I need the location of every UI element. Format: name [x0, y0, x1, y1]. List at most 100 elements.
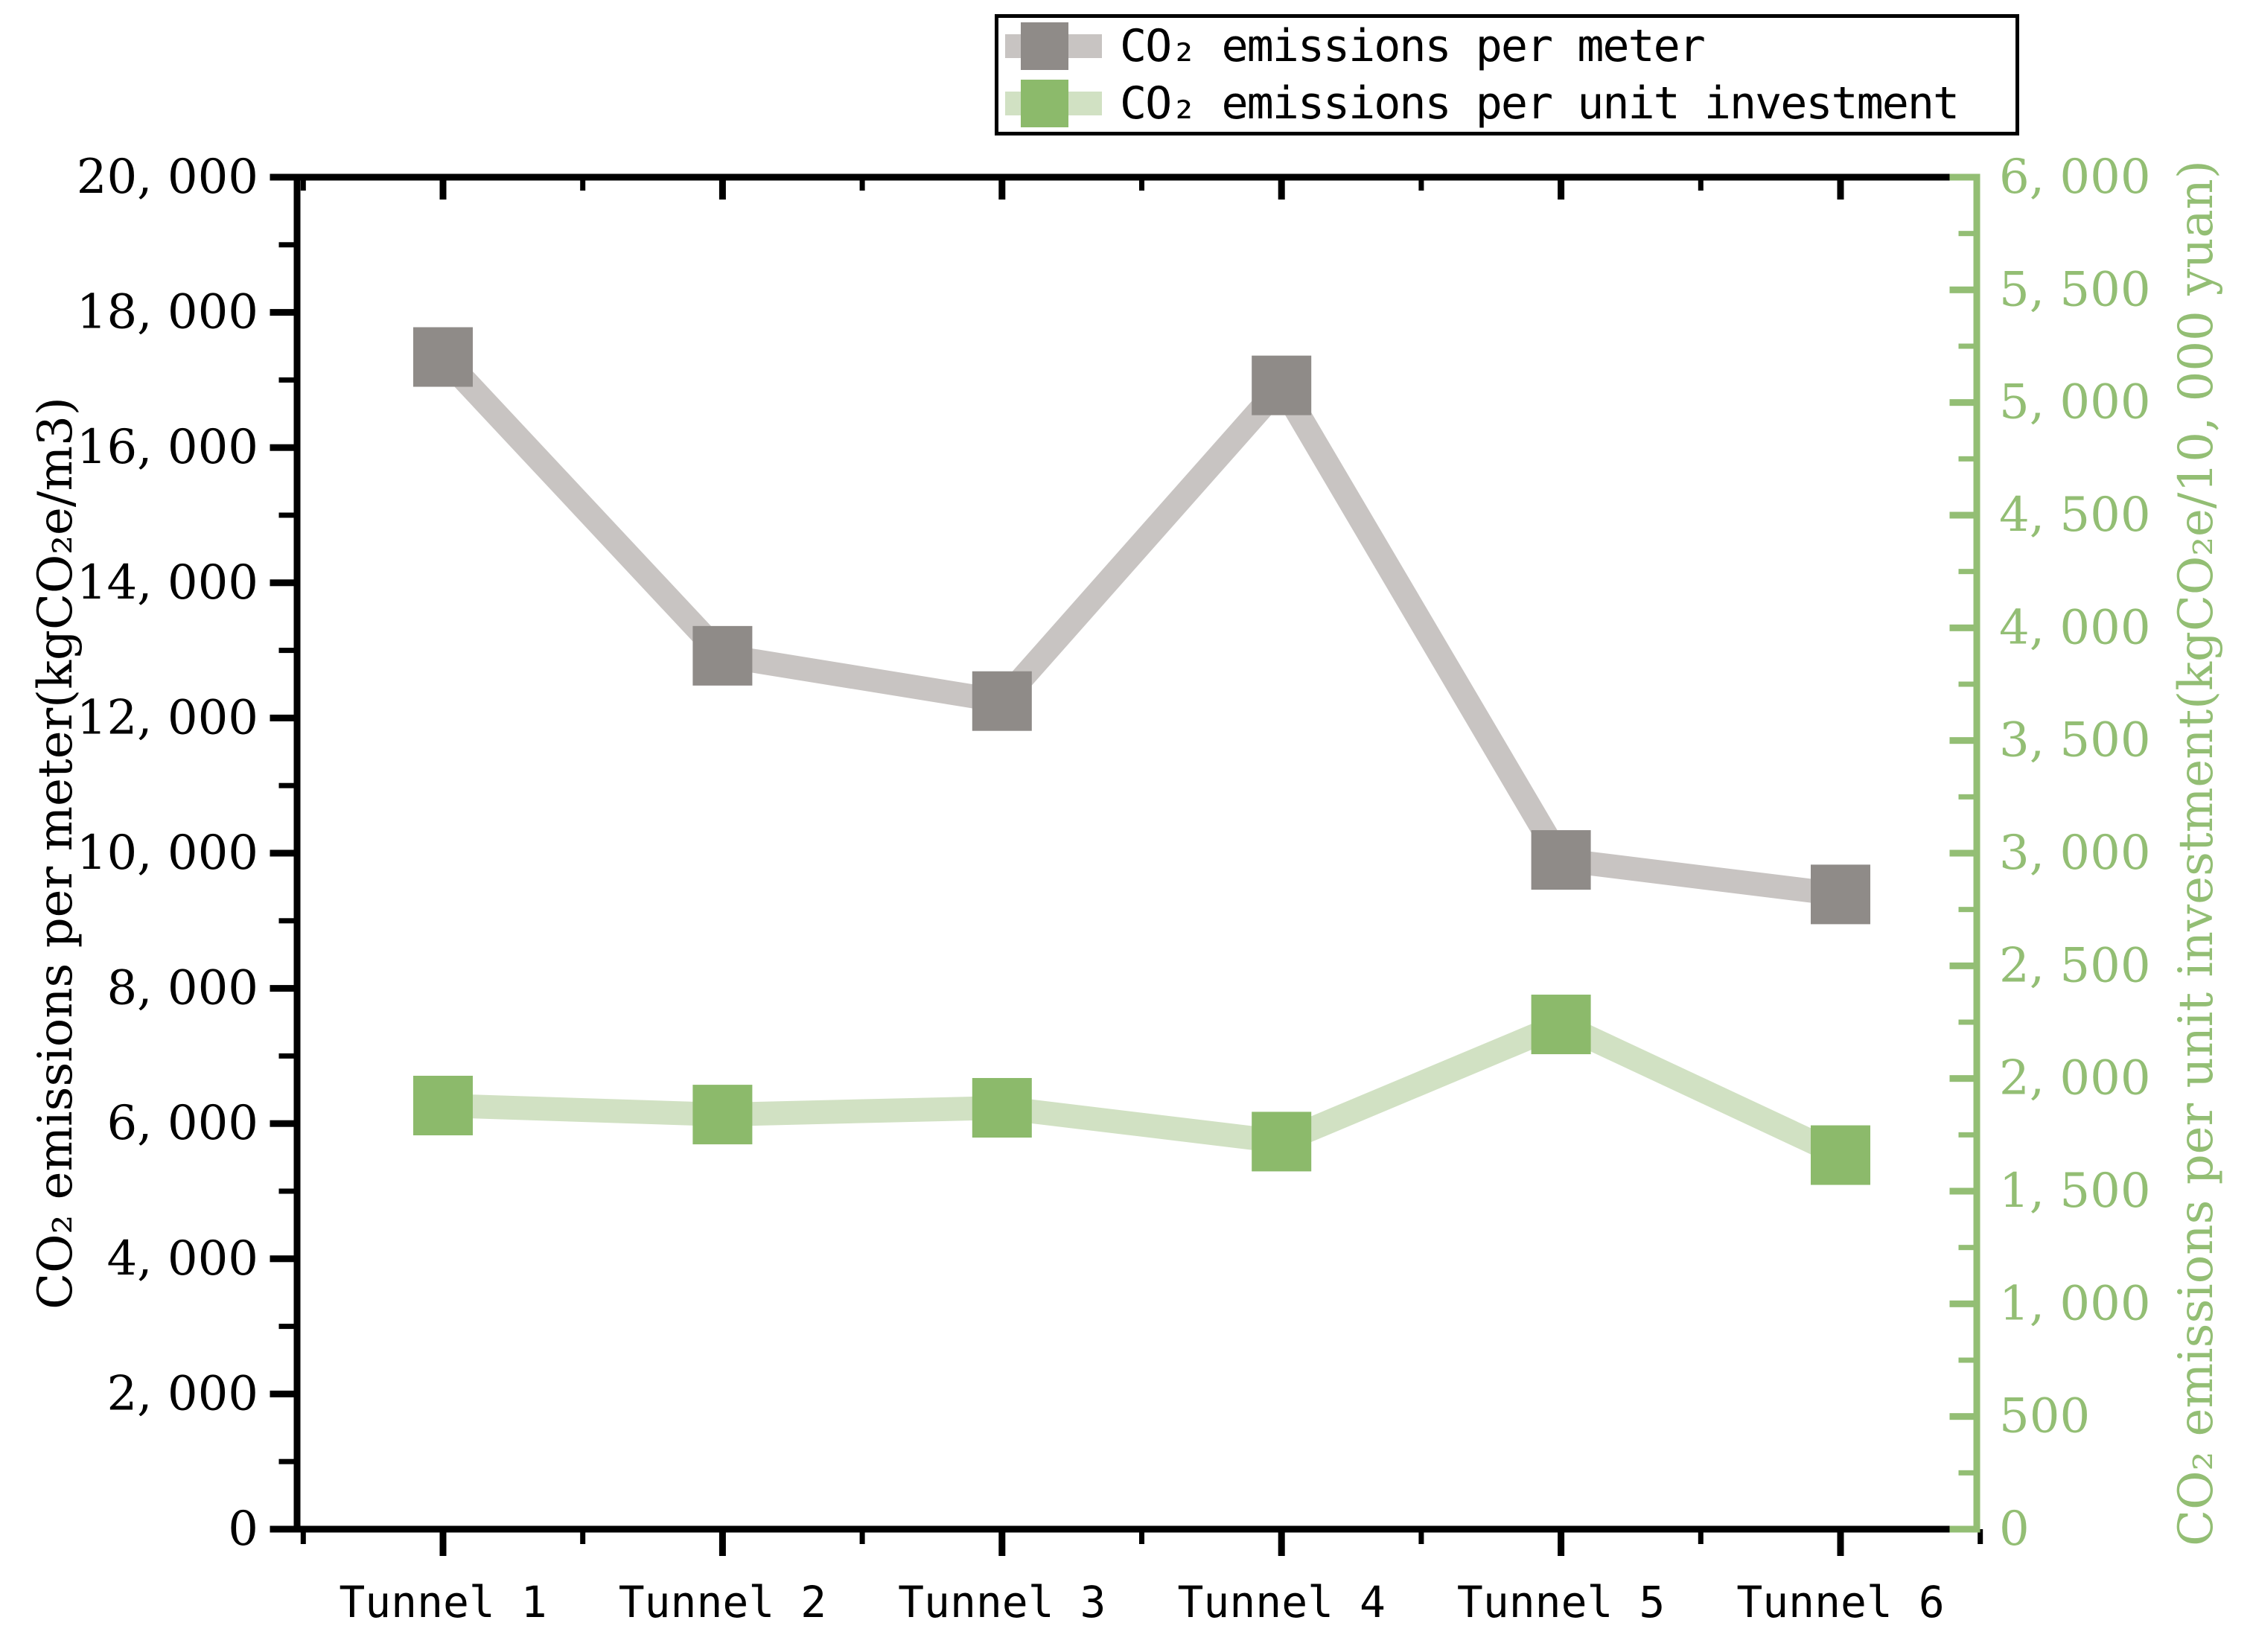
green-square-marker-icon: [1021, 79, 1068, 127]
left-major-tick: [270, 1120, 297, 1127]
legend-box: CO₂ emissions per meter CO₂ emissions pe…: [995, 14, 2019, 135]
left-tick-label: 10, 000: [77, 826, 258, 881]
right-minor-tick: [1958, 231, 1977, 237]
data-point-marker: [972, 671, 1032, 731]
gray-square-marker-icon: [1021, 22, 1068, 71]
x-minor-tick: [1418, 1529, 1424, 1544]
top-major-tick: [1558, 177, 1565, 200]
right-tick-label: 3, 500: [1999, 713, 2151, 768]
left-tick-label: 16, 000: [77, 420, 258, 475]
right-tick-label: 3, 000: [1999, 826, 2151, 881]
left-tick-label: 12, 000: [77, 690, 258, 745]
top-major-tick: [1837, 177, 1844, 200]
left-major-tick: [270, 849, 297, 857]
data-point-marker: [413, 1075, 473, 1135]
right-minor-tick: [1958, 456, 1977, 462]
x-tick-label: Tunnel 3: [898, 1577, 1106, 1627]
data-point-marker: [1252, 1112, 1312, 1172]
right-tick-label: 5, 000: [1999, 375, 2151, 430]
x-minor-tick: [1978, 1529, 1983, 1544]
left-axis-title: CO₂ emissions per meter(kgCO₂e/m3): [28, 397, 83, 1310]
data-point-marker: [692, 1085, 753, 1145]
left-major-tick: [270, 579, 297, 587]
left-tick-label: 0: [228, 1502, 258, 1557]
right-minor-tick: [1958, 681, 1977, 687]
right-major-tick: [1949, 849, 1977, 857]
x-tick-label: Tunnel 6: [1736, 1577, 1944, 1627]
right-major-tick: [1949, 737, 1977, 744]
right-minor-tick: [1958, 1470, 1977, 1476]
data-point-marker: [972, 1078, 1032, 1138]
left-major-tick: [270, 714, 297, 721]
x-major-tick: [1278, 1529, 1285, 1556]
x-major-tick: [1837, 1529, 1844, 1556]
right-minor-tick: [1958, 1245, 1977, 1251]
top-axis-line: [293, 173, 1980, 181]
left-major-tick: [270, 1525, 297, 1533]
data-point-marker: [1531, 830, 1591, 890]
left-tick-label: 2, 000: [106, 1366, 258, 1421]
data-point-marker: [1811, 1125, 1870, 1185]
left-minor-tick: [278, 377, 297, 383]
x-axis-line: [293, 1525, 1980, 1533]
x-minor-tick: [1139, 1529, 1144, 1544]
top-minor-tick: [1698, 177, 1704, 191]
right-tick-label: 1, 500: [1999, 1164, 2151, 1219]
right-major-tick: [1949, 1300, 1977, 1307]
x-minor-tick: [859, 1529, 865, 1544]
x-tick-label: Tunnel 1: [339, 1577, 546, 1627]
right-major-tick: [1949, 962, 1977, 969]
series-line: [442, 1011, 1846, 1167]
right-tick-label: 6, 000: [1999, 150, 2151, 205]
left-major-tick: [270, 985, 297, 992]
series-line: [434, 348, 1842, 907]
left-minor-tick: [278, 1188, 297, 1194]
top-minor-tick: [300, 177, 306, 191]
right-minor-tick: [1958, 569, 1977, 575]
left-tick-label: 14, 000: [77, 555, 258, 610]
axes: Tunnel 1 Tunnel 2 Tunnel 3 Tunnel 4 Tunnel 5…: [28, 150, 2224, 1627]
x-minor-tick: [1698, 1529, 1704, 1544]
x-major-tick: [998, 1529, 1006, 1556]
x-minor-tick: [300, 1529, 306, 1544]
top-minor-tick: [580, 177, 586, 191]
right-tick-label: 4, 000: [1999, 600, 2151, 655]
right-major-tick: [1949, 1075, 1977, 1082]
right-tick-label: 1, 000: [1999, 1276, 2151, 1331]
legend-sample-green: [1005, 75, 1102, 133]
legend-label-per-meter: CO₂ emissions per meter: [1120, 20, 1706, 73]
x-tick-label: Tunnel 5: [1457, 1577, 1665, 1627]
right-minor-tick: [1958, 1132, 1977, 1138]
left-minor-tick: [278, 782, 297, 788]
left-tick-label: 18, 000: [77, 285, 258, 340]
right-major-tick: [1949, 511, 1977, 519]
left-minor-tick: [278, 512, 297, 518]
left-minor-tick: [278, 648, 297, 654]
data-point-marker: [413, 327, 473, 387]
legend-item-per-unit-investment: CO₂ emissions per unit investment: [998, 75, 2015, 133]
right-tick-label: 4, 500: [1999, 488, 2151, 543]
x-major-tick: [439, 1529, 447, 1556]
data-point-marker: [692, 625, 753, 686]
top-major-tick: [439, 177, 447, 200]
data-point-marker: [1252, 355, 1312, 415]
left-tick-label: 8, 000: [106, 961, 258, 1016]
left-tick-label: 6, 000: [106, 1096, 258, 1151]
right-minor-tick: [1958, 1019, 1977, 1025]
top-major-tick: [1278, 177, 1285, 200]
left-major-tick: [270, 309, 297, 316]
data-point-marker: [1531, 995, 1591, 1055]
top-minor-tick: [859, 177, 865, 191]
legend-label-per-unit-investment: CO₂ emissions per unit investment: [1120, 77, 1960, 130]
x-major-tick: [718, 1529, 726, 1556]
left-minor-tick: [278, 242, 297, 248]
data-point-marker: [1811, 864, 1870, 925]
right-minor-tick: [1958, 907, 1977, 913]
top-minor-tick: [1418, 177, 1424, 191]
x-minor-tick: [580, 1529, 586, 1544]
right-major-tick: [1949, 1525, 1977, 1533]
x-major-tick: [1558, 1529, 1565, 1556]
x-tick-label: Tunnel 4: [1178, 1577, 1386, 1627]
